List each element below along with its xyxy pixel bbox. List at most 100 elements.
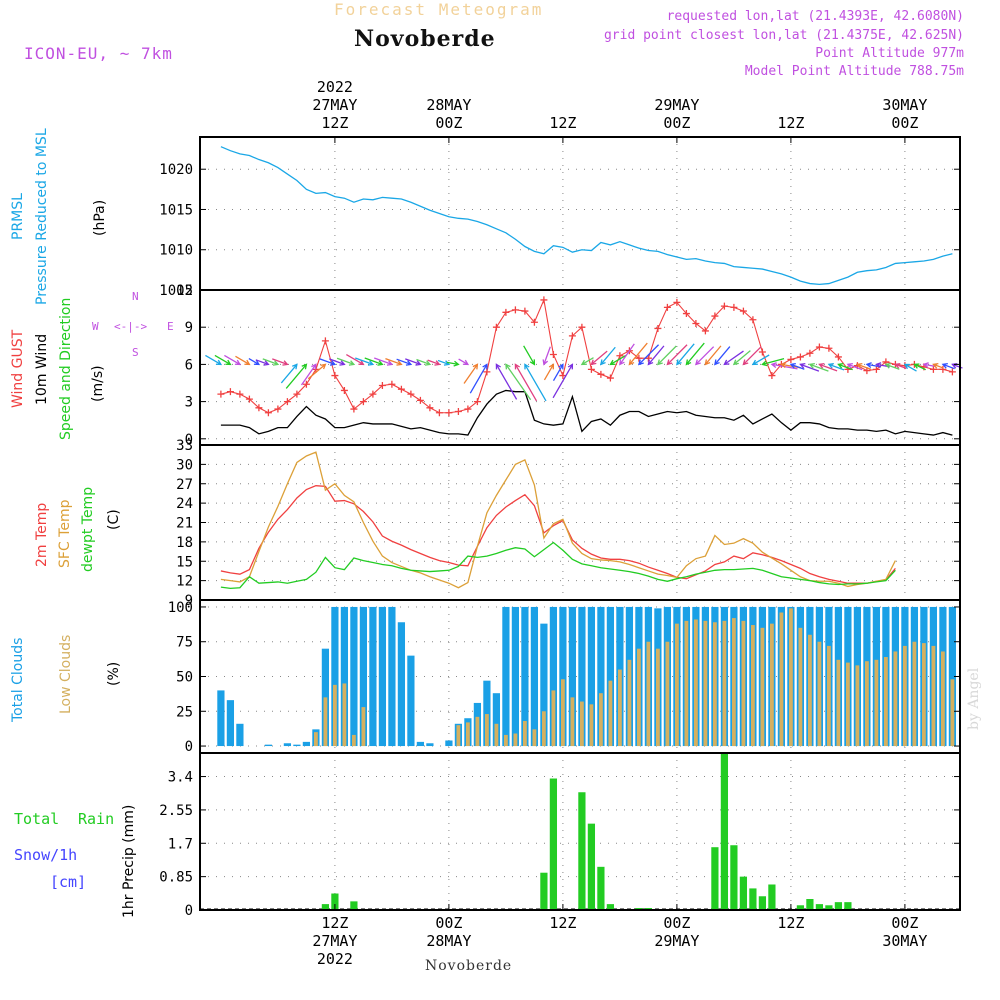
total-cloud-bar — [416, 741, 425, 747]
low-cloud-bar — [789, 608, 793, 747]
low-cloud-bar — [466, 722, 470, 747]
gust-marker — [711, 312, 719, 320]
total-label: Total — [14, 810, 60, 828]
y-tick-label: 1015 — [159, 202, 193, 218]
point-altitude: Point Altitude 977m — [815, 46, 964, 61]
wind-arrow — [666, 344, 688, 366]
bottom-time-label: 27MAY — [312, 932, 357, 950]
low-cloud-bar — [551, 690, 556, 747]
wind-arrow — [647, 345, 665, 366]
wind-arrow — [262, 358, 280, 366]
y-tick-label: 0 — [185, 903, 193, 919]
y-tick-label: 25 — [176, 704, 193, 720]
total-cloud-bar — [492, 693, 501, 747]
wind-arrow — [827, 363, 845, 371]
low-cloud-bar — [884, 657, 888, 747]
low-cloud-bar — [589, 704, 594, 747]
top-time-label: 27MAY — [312, 96, 357, 114]
y-tick-label: 1020 — [159, 162, 193, 178]
bottom-time-label: 12Z — [777, 914, 804, 932]
gust-marker — [597, 370, 605, 378]
y-tick-label: 27 — [176, 477, 193, 493]
wind-arrow — [469, 363, 488, 394]
gust-marker — [834, 353, 842, 361]
gust-marker — [388, 380, 396, 388]
wind-arrow — [255, 359, 270, 366]
pressure-label: PRMSL — [10, 193, 26, 240]
low-cloud-bar — [931, 645, 936, 747]
low-cloud-bar — [618, 669, 622, 747]
rain-bar — [796, 905, 805, 910]
pressure-line — [220, 146, 953, 286]
wind-arrow — [552, 363, 574, 399]
wind10m-line — [220, 389, 953, 436]
rain-bar — [549, 778, 558, 910]
wind-arrow — [903, 363, 917, 372]
y-tick-label: 21 — [176, 516, 193, 532]
gust-marker — [796, 353, 804, 361]
direction-label: Speed and Direction — [58, 297, 74, 440]
gust-marker — [511, 306, 519, 314]
grid-point: grid point closest lon,lat (21.4375E, 42… — [603, 28, 964, 43]
low-cloud-bar — [922, 643, 926, 747]
wind-unit: (m/s) — [90, 365, 106, 402]
gust-marker — [825, 344, 833, 352]
gust-marker — [359, 398, 367, 406]
y-tick-label: 3.4 — [168, 770, 193, 786]
wind-arrow — [355, 357, 375, 366]
gust-marker — [568, 332, 576, 340]
rain-bar — [758, 896, 767, 910]
gust-marker — [578, 323, 586, 331]
gust-marker — [815, 343, 823, 351]
gust-marker — [454, 408, 462, 416]
precip-label: 1hr Precip (mm) — [121, 804, 137, 918]
total-cloud-bar — [397, 622, 406, 747]
sfc-label: SFC Temp — [57, 499, 73, 568]
wind-arrow — [272, 358, 289, 366]
gust-marker — [606, 374, 614, 382]
gust-marker — [369, 390, 377, 398]
total-cloud-bar — [559, 606, 567, 747]
gust-marker — [397, 385, 405, 393]
wind-arrow — [285, 363, 308, 389]
low-cloud-bar — [950, 679, 955, 747]
wind-arrow — [319, 358, 337, 366]
y-tick-label: 9 — [185, 593, 193, 609]
snow-label: Snow/1h — [14, 846, 78, 864]
total-cloud-bar — [340, 606, 349, 747]
wind-arrow — [732, 350, 751, 366]
y-tick-label: 100 — [168, 600, 193, 616]
clouds-unit: (%) — [106, 661, 122, 686]
low-cloud-bar — [684, 620, 689, 747]
gust-marker — [739, 307, 747, 315]
total-cloud-bar — [521, 606, 529, 747]
gust-marker — [540, 296, 548, 304]
y-tick-label: 33 — [176, 438, 193, 454]
wind-arrow — [656, 345, 677, 366]
gust-marker — [730, 303, 738, 311]
y-tick-label: 6 — [185, 357, 193, 373]
low-cloud-bar — [580, 701, 584, 747]
low-cloud-bar — [703, 620, 708, 747]
low-cloud-bar — [352, 734, 356, 747]
wind-arrow — [609, 354, 627, 366]
model-point-altitude: Model Point Altitude 788.75m — [744, 64, 964, 79]
bottom-time-label: 28MAY — [426, 932, 471, 950]
tick-labels: 1005101010151020036912912151821242730330… — [159, 78, 960, 968]
temp2m-line — [220, 485, 896, 584]
wind-arrow — [336, 357, 356, 366]
wind-arrow — [751, 354, 770, 366]
gust-marker — [701, 327, 709, 335]
gust-marker — [264, 409, 272, 417]
watermark: by Angel — [966, 667, 982, 730]
total-cloud-bar — [483, 680, 491, 747]
wind-arrow — [329, 358, 346, 366]
low-cloud-bar — [836, 659, 841, 747]
gust-marker — [749, 316, 757, 324]
y-tick-label: 12 — [176, 283, 193, 299]
low-cloud-bar — [779, 612, 784, 747]
rain-bar — [720, 753, 729, 910]
gust-marker — [948, 368, 956, 376]
low-cloud-bar — [656, 648, 660, 747]
rain-label: Rain — [78, 810, 115, 828]
